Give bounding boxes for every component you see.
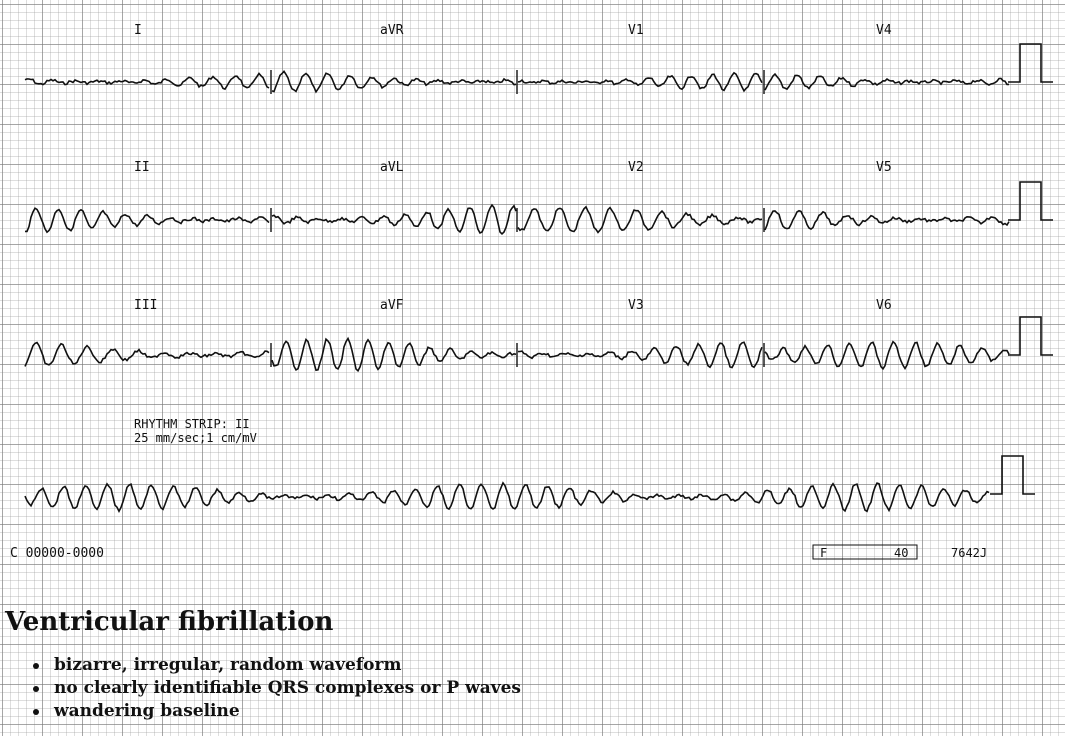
ecg-lead-trace (24, 72, 270, 91)
ecg-lead-trace (517, 205, 763, 234)
caption-section: Ventricular fibrillation bizarre, irregu… (5, 607, 1045, 723)
device-code: 7642J (951, 546, 987, 560)
ecg-traces (24, 43, 1053, 513)
lead-label-V3: V3 (628, 298, 644, 313)
caption-title: Ventricular fibrillation (5, 607, 334, 637)
lead-label-V4: V4 (876, 23, 892, 38)
filter-box (812, 544, 918, 560)
lead-label-V2: V2 (628, 160, 644, 175)
caption-bullet-list: bizarre, irregular, random waveform no c… (5, 654, 1045, 723)
ecg-lead-trace (271, 69, 517, 94)
ecg-lead-trace (271, 203, 517, 236)
ecg-lead-trace (517, 71, 763, 93)
speed-label: 25 mm/sec;1 cm/mV (134, 431, 257, 445)
lead-label-III: III (134, 298, 157, 313)
lead-label-aVL: aVL (380, 160, 404, 175)
ecg-tracing: I aVR V1 V4 II aVL V2 V5 III aVF V3 V6 R… (10, 23, 1053, 561)
lead-label-aVR: aVR (380, 23, 404, 38)
ecg-lead-trace (271, 336, 517, 373)
ecg-lead-trace (517, 341, 763, 369)
filter-label: F (820, 546, 827, 560)
ecg-lead-trace (25, 207, 270, 234)
filter-value: 40 (894, 546, 908, 560)
calibration-pulse (990, 455, 1035, 495)
caption-bullet: wandering baseline (33, 700, 1045, 723)
calibration-pulse (1008, 316, 1053, 356)
ecg-lead-trace (24, 341, 270, 367)
ecg-lead-trace (764, 340, 1010, 371)
caption-bullet: no clearly identifiable QRS complexes or… (33, 677, 1045, 700)
lead-label-V6: V6 (876, 298, 892, 313)
calibration-pulse (1008, 43, 1053, 83)
calibration-pulse (1008, 181, 1053, 221)
lead-label-I: I (134, 23, 142, 38)
rhythm-strip-trace (24, 481, 990, 513)
lead-label-V1: V1 (628, 23, 644, 38)
caption-bullet: bizarre, irregular, random waveform (33, 654, 1045, 677)
ecg-lead-trace (764, 209, 1010, 231)
lead-label-II: II (134, 160, 150, 175)
ecg-lead-trace (764, 72, 1009, 91)
lead-label-V5: V5 (876, 160, 892, 175)
patient-code: C 00000-0000 (10, 546, 104, 561)
lead-label-aVF: aVF (380, 298, 404, 313)
rhythm-strip-label: RHYTHM STRIP: II (134, 417, 250, 431)
